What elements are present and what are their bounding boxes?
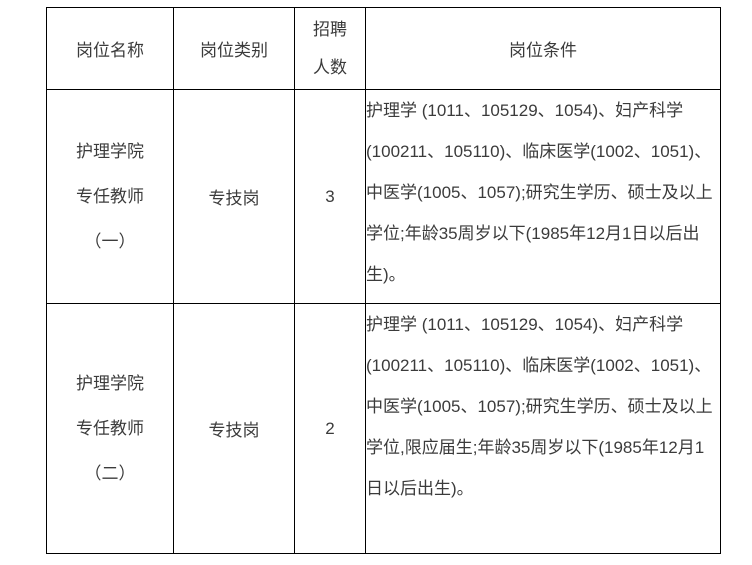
cell-position-category: 专技岗 [173,303,295,554]
header-recruit-count-line: 招聘 [313,19,347,39]
position-name-line: （二） [84,464,136,483]
position-name-line: 专任教师 [76,419,144,438]
recruitment-table-container: 岗位名称 岗位类别 招聘 人数 岗位条件 护理学院 专任教师 （一） 专技岗 3… [46,7,721,554]
position-name-line: 专任教师 [76,187,144,206]
cell-recruit-count: 3 [294,89,366,304]
header-position-name: 岗位名称 [46,7,174,90]
position-name-line: （一） [84,232,136,251]
header-position-category: 岗位类别 [173,7,295,90]
cell-position-name: 护理学院 专任教师 （二） [46,303,174,554]
recruitment-table: 岗位名称 岗位类别 招聘 人数 岗位条件 护理学院 专任教师 （一） 专技岗 3… [46,7,721,554]
table-header-row: 岗位名称 岗位类别 招聘 人数 岗位条件 [46,7,721,90]
table-row: 护理学院 专任教师 （一） 专技岗 3 护理学 (1011、105129、105… [46,89,721,304]
header-recruit-count: 招聘 人数 [294,7,366,90]
cell-position-conditions: 护理学 (1011、105129、1054)、妇产科学(100211、10511… [365,303,721,554]
cell-recruit-count: 2 [294,303,366,554]
position-name-line: 护理学院 [76,142,144,161]
cell-position-name: 护理学院 专任教师 （一） [46,89,174,304]
header-recruit-count-line: 人数 [313,57,347,77]
cell-position-category: 专技岗 [173,89,295,304]
table-row: 护理学院 专任教师 （二） 专技岗 2 护理学 (1011、105129、105… [46,303,721,554]
cell-position-conditions: 护理学 (1011、105129、1054)、妇产科学(100211、10511… [365,89,721,304]
position-name-line: 护理学院 [76,374,144,393]
header-position-conditions: 岗位条件 [365,7,721,90]
